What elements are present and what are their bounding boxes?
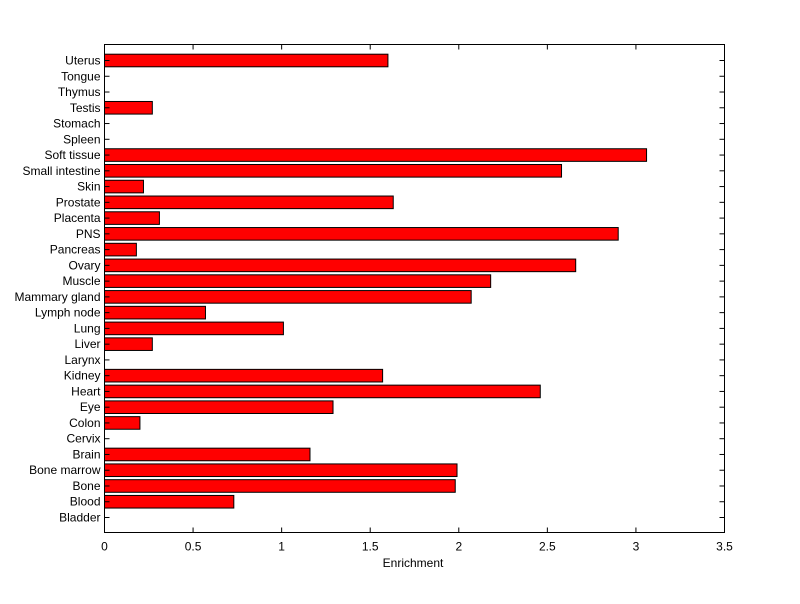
y-tick-label: Colon: [69, 416, 100, 430]
bar-bone: [104, 479, 456, 493]
y-tick-label: Liver: [74, 337, 100, 351]
y-tick-label: Thymus: [58, 85, 101, 99]
y-tick-label: Bone marrow: [29, 463, 101, 477]
y-tick-label: Cervix: [66, 432, 100, 446]
y-tick-label: Prostate: [56, 195, 101, 209]
y-tick-label: Small intestine: [22, 164, 100, 178]
bar-colon: [104, 416, 141, 430]
y-tick-label: Muscle: [62, 274, 100, 288]
y-tick-label: Lung: [74, 321, 101, 335]
y-tick-label: Heart: [71, 384, 101, 398]
y-tick-label: Uterus: [65, 54, 100, 68]
bar-liver: [104, 337, 153, 351]
bar-bone-marrow: [104, 463, 458, 478]
y-tick-label: Stomach: [53, 117, 100, 131]
x-tick-label: 2.5: [539, 540, 556, 554]
x-tick-label: 1: [278, 540, 285, 554]
bar-blood: [104, 494, 235, 509]
bar-small-intestine: [104, 164, 563, 178]
y-tick-label: Pancreas: [50, 243, 101, 257]
y-tick-label: Soft tissue: [44, 148, 100, 162]
y-tick-label: Blood: [70, 495, 101, 509]
x-tick-label: 3: [633, 540, 640, 554]
bar-kidney: [104, 368, 384, 383]
bar-eye: [104, 400, 334, 414]
bar-uterus: [104, 53, 389, 68]
bar-brain: [104, 447, 311, 462]
bar-soft-tissue: [104, 148, 648, 162]
x-tick-label: 2: [455, 540, 462, 554]
bar-skin: [104, 179, 144, 194]
bar-pns: [104, 227, 619, 241]
x-tick-label: 0.5: [185, 540, 202, 554]
y-tick-label: Kidney: [64, 369, 101, 383]
y-tick-label: PNS: [76, 227, 101, 241]
bar-lung: [104, 321, 284, 336]
x-tick-label: 1.5: [362, 540, 379, 554]
y-tick-label: Ovary: [68, 258, 100, 272]
plot-frame: [104, 44, 725, 533]
bar-muscle: [104, 274, 492, 288]
bar-heart: [104, 384, 541, 399]
y-tick-label: Bladder: [59, 511, 100, 525]
bar-prostate: [104, 195, 394, 210]
bar-ovary: [104, 258, 577, 273]
y-tick-label: Spleen: [63, 132, 100, 146]
y-tick-label: Testis: [70, 101, 101, 115]
x-tick-label: 0: [101, 540, 108, 554]
bar-testis: [104, 100, 153, 115]
x-tick-label: 3.5: [716, 540, 733, 554]
y-tick-label: Larynx: [64, 353, 100, 367]
bar-mammary-gland: [104, 290, 472, 304]
y-tick-label: Brain: [72, 447, 100, 461]
y-tick-label: Bone: [72, 479, 100, 493]
y-tick-label: Skin: [77, 180, 100, 194]
bar-placenta: [104, 211, 160, 225]
y-tick-label: Lymph node: [35, 306, 101, 320]
y-tick-label: Mammary gland: [14, 290, 100, 304]
bars-layer: [104, 53, 648, 509]
y-tick-label: Placenta: [54, 211, 101, 225]
bar-lymph-node: [104, 305, 206, 320]
ticks-layer: [104, 44, 725, 533]
y-tick-label: Eye: [80, 400, 101, 414]
x-axis-label: Enrichment: [383, 556, 444, 570]
y-tick-label: Tongue: [61, 69, 101, 83]
